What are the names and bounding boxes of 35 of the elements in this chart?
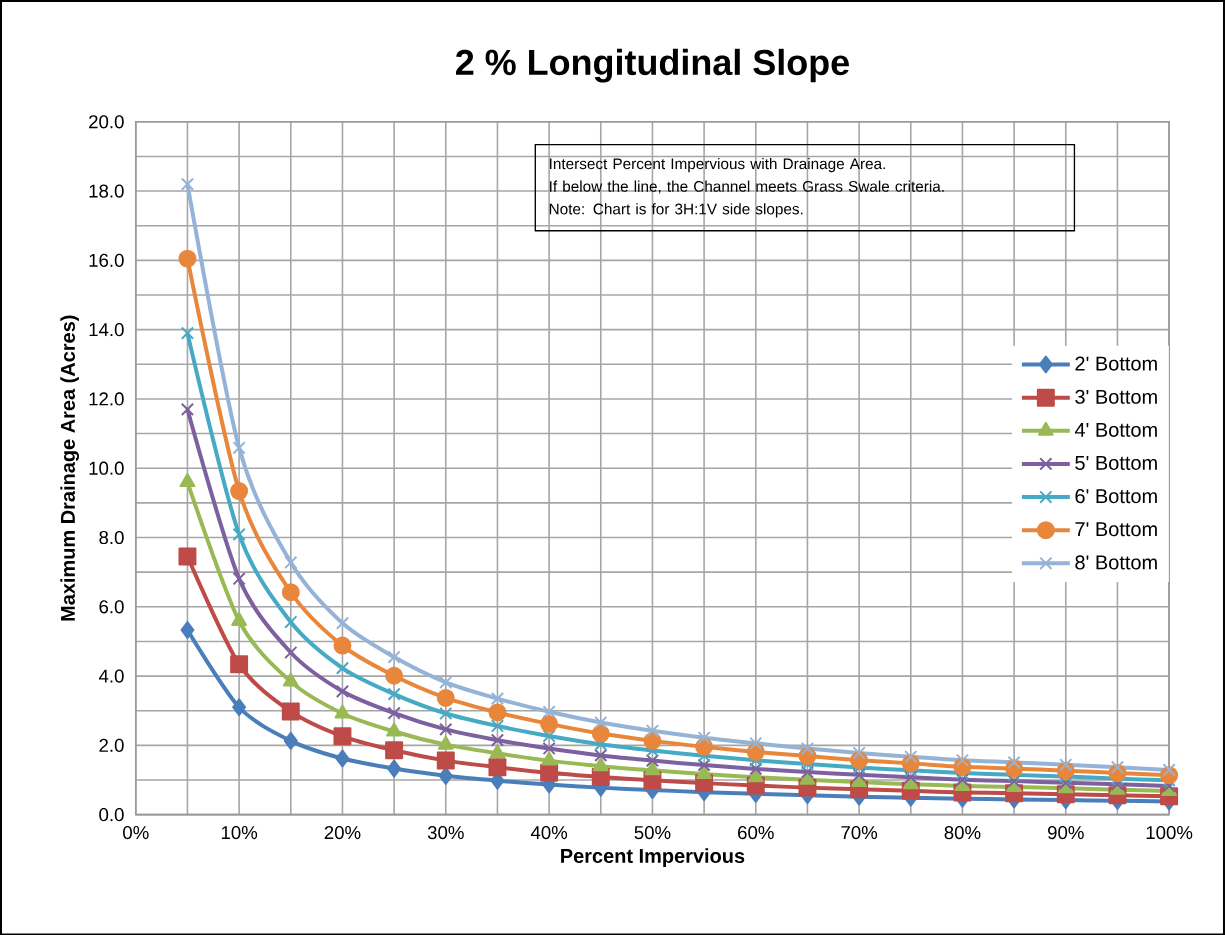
x-tick-label: 30% bbox=[427, 825, 464, 839]
y-tick-label: 8.0 bbox=[99, 530, 124, 544]
annotation: Note: Chart is for 3H:1V side slopes. bbox=[549, 202, 803, 218]
x-tick-label: 100% bbox=[1146, 825, 1193, 839]
annotation: If below the line, the Channel meets Grass Swale criteria. bbox=[550, 180, 944, 194]
y-tick-label: 12.0 bbox=[89, 392, 124, 406]
y-tick-label: 4.0 bbox=[98, 669, 124, 683]
y-tick-label: 18.0 bbox=[89, 184, 124, 198]
x-tick-label: 60% bbox=[738, 825, 774, 839]
y-axis-title: Maximum Drainage Area (Acres) bbox=[60, 315, 80, 621]
x-tick-label: 90% bbox=[1048, 825, 1084, 839]
y-tick-label: 2.0 bbox=[99, 738, 124, 752]
y-tick-label: 10.0 bbox=[89, 461, 124, 475]
y-tick-label: 6.0 bbox=[99, 599, 124, 614]
annotation: Intersect Percent Impervious with Drainage Area. bbox=[550, 157, 885, 172]
legend-label: 3' Bottom bbox=[1075, 389, 1157, 404]
x-tick-label: 70% bbox=[841, 825, 878, 839]
legend-label: 2' Bottom bbox=[1075, 356, 1157, 371]
legend-label: 6' Bottom bbox=[1075, 488, 1157, 503]
legend-label: 4' Bottom bbox=[1074, 422, 1157, 437]
x-tick-label: 40% bbox=[530, 825, 568, 839]
legend-label: 7' Bottom bbox=[1075, 522, 1157, 537]
legend-label: 5' Bottom bbox=[1075, 455, 1157, 470]
y-tick-label: 0.0 bbox=[99, 807, 124, 822]
chart-title: 2 % Longitudinal Slope bbox=[456, 48, 849, 83]
x-tick-label: 0% bbox=[123, 825, 149, 839]
x-tick-label: 80% bbox=[944, 825, 981, 839]
x-tick-label: 50% bbox=[634, 825, 671, 839]
y-tick-label: 14.0 bbox=[89, 322, 124, 337]
x-tick-label: 10% bbox=[221, 825, 258, 839]
y-tick-label: 16.0 bbox=[89, 253, 124, 267]
legend-label: 8' Bottom bbox=[1075, 555, 1157, 570]
x-tick-label: 20% bbox=[324, 825, 361, 839]
y-tick-label: 20.0 bbox=[89, 114, 124, 129]
x-axis-title: Percent Impervious bbox=[561, 848, 745, 867]
